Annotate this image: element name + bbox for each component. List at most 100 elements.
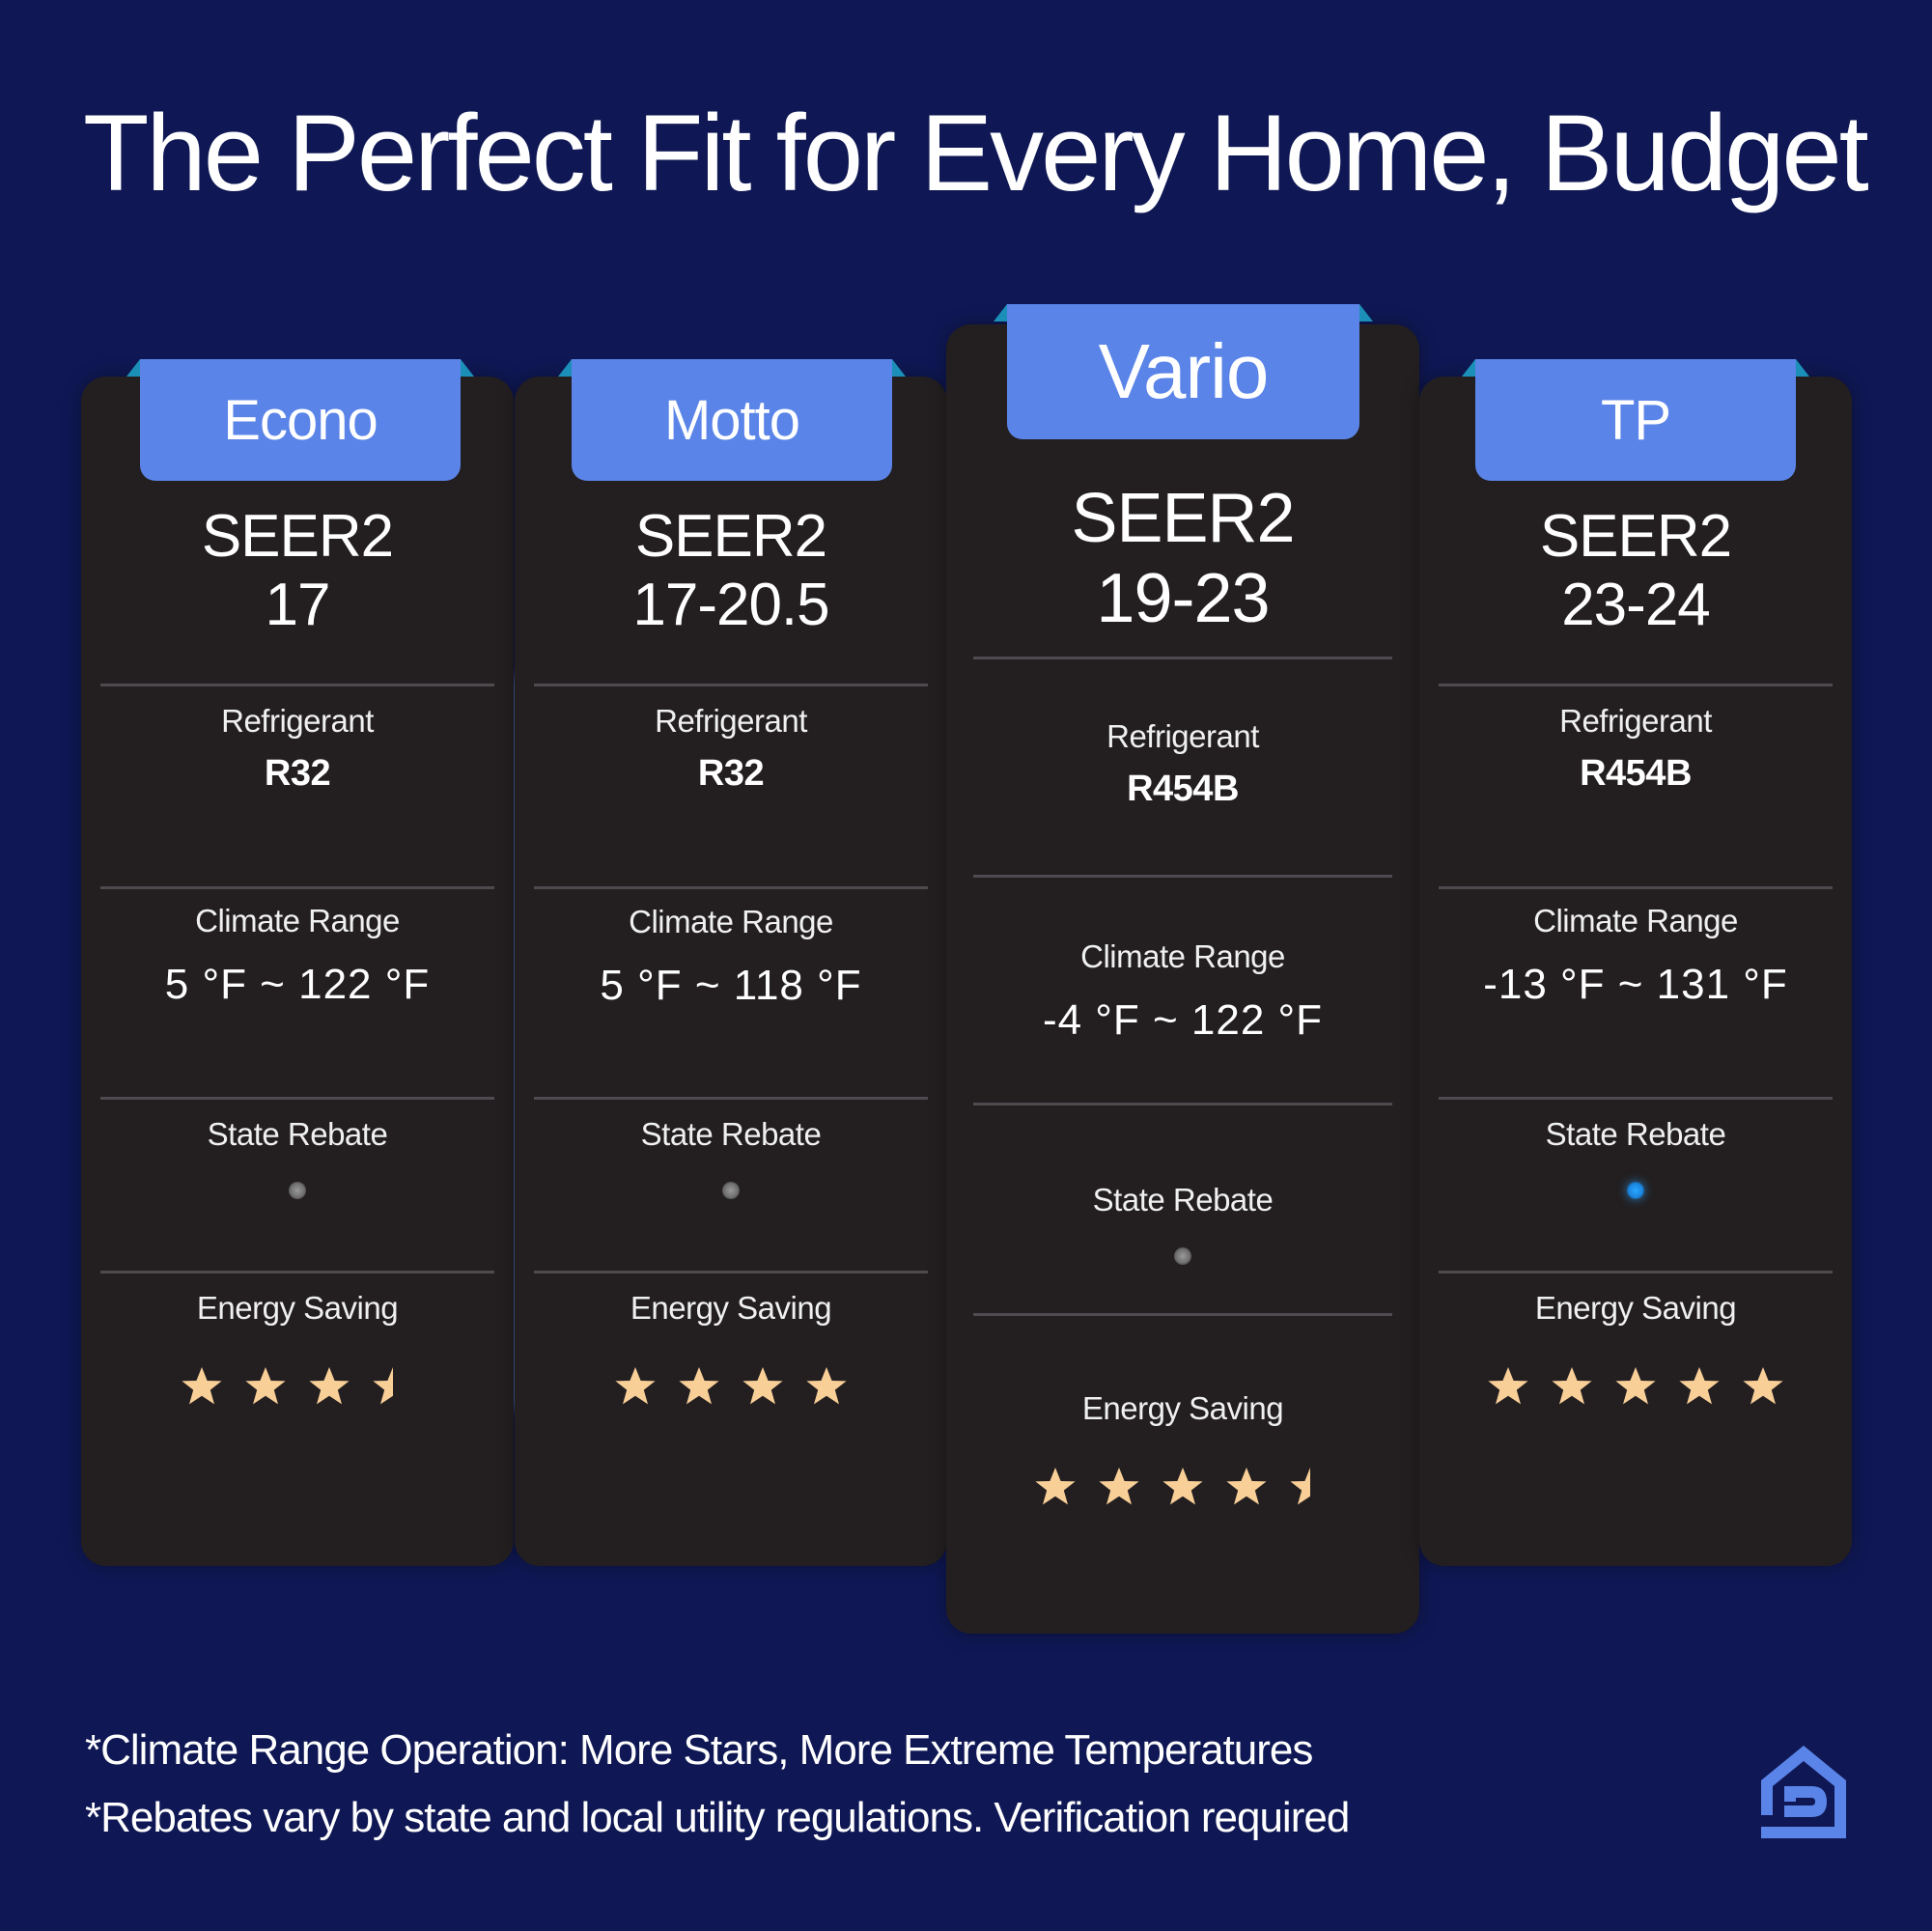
refrigerant-label: Refrigerant (221, 703, 374, 739)
state-rebate-section: State Rebate (515, 1116, 947, 1199)
product-card-econo: Econo SEER2 17 Refrigerant R32 Climate Range 5… (81, 359, 514, 1566)
state-rebate-label: State Rebate (207, 1116, 388, 1152)
state-rebate-label: State Rebate (1545, 1116, 1726, 1152)
seer-value: 17 (265, 572, 331, 639)
section-divider (1439, 1097, 1833, 1100)
star-rating (1419, 1365, 1852, 1408)
climate-range-section: Climate Range -13 °F ~ 131 °F (1419, 903, 1852, 1009)
product-name: TP (1600, 388, 1671, 452)
climate-range-label: Climate Range (195, 903, 400, 938)
section-divider (534, 1271, 928, 1273)
product-name-tab: Vario (1007, 304, 1359, 439)
star-full-icon (679, 1367, 719, 1405)
star-full-icon (1615, 1367, 1656, 1405)
seer-value: 17-20.5 (632, 572, 829, 639)
star-full-icon (742, 1367, 783, 1405)
climate-range-value: -4 °F ~ 122 °F (1042, 996, 1324, 1044)
rebate-available-dot-icon (1627, 1182, 1644, 1199)
star-rating (81, 1365, 514, 1408)
footnote-rebates: *Rebates vary by state and local utility… (85, 1794, 1350, 1841)
section-divider (534, 886, 928, 889)
refrigerant-section: Refrigerant R454B (946, 718, 1419, 810)
climate-range-value: -13 °F ~ 131 °F (1483, 961, 1788, 1008)
seer-rating: SEER2 17-20.5 (515, 502, 947, 640)
refrigerant-value: R454B (1580, 753, 1692, 794)
seer-value: 19-23 (1096, 559, 1270, 637)
rebate-unavailable-dot-icon (722, 1182, 740, 1199)
star-full-icon (806, 1367, 847, 1405)
refrigerant-value: R32 (697, 753, 765, 794)
seer-label: SEER2 (1071, 480, 1295, 557)
star-full-icon (1743, 1367, 1783, 1405)
state-rebate-section: State Rebate (946, 1182, 1419, 1265)
seer-label: SEER2 (201, 503, 394, 570)
energy-saving-label: Energy Saving (630, 1290, 832, 1326)
star-full-icon (182, 1367, 222, 1405)
rebate-unavailable-dot-icon (1174, 1247, 1191, 1265)
climate-range-value: 5 °F ~ 118 °F (600, 962, 862, 1009)
climate-range-label: Climate Range (1080, 938, 1285, 974)
tab-fold (558, 359, 572, 377)
star-full-icon (1162, 1468, 1203, 1505)
star-full-icon (1035, 1468, 1076, 1505)
section-divider (1439, 684, 1833, 686)
star-full-icon (1679, 1367, 1720, 1405)
section-divider (100, 684, 494, 686)
product-card-vario: Vario SEER2 19-23 Refrigerant R454B Climate R… (946, 304, 1419, 1634)
climate-range-value: 5 °F ~ 122 °F (164, 961, 431, 1008)
section-divider (534, 1097, 928, 1100)
tab-fold (126, 359, 140, 377)
refrigerant-value: R454B (1127, 769, 1239, 809)
climate-range-section: Climate Range -4 °F ~ 122 °F (946, 938, 1419, 1045)
product-name: Motto (663, 388, 800, 452)
energy-saving-section: Energy Saving (1419, 1290, 1852, 1408)
star-full-icon (245, 1367, 286, 1405)
star-full-icon (615, 1367, 656, 1405)
seer-rating: SEER2 17 (81, 502, 514, 640)
star-full-icon (1226, 1468, 1267, 1505)
seer-label: SEER2 (1539, 503, 1732, 570)
refrigerant-value: R32 (264, 753, 331, 794)
product-name-tab: TP (1475, 359, 1796, 481)
house-d-logo-icon (1761, 1746, 1846, 1838)
energy-saving-label: Energy Saving (1081, 1390, 1284, 1426)
state-rebate-label: State Rebate (640, 1116, 822, 1152)
seer-rating: SEER2 23-24 (1419, 502, 1852, 640)
rebate-unavailable-dot-icon (289, 1182, 306, 1199)
star-full-icon (1488, 1367, 1528, 1405)
energy-saving-label: Energy Saving (1534, 1290, 1737, 1326)
tab-fold (461, 359, 474, 377)
energy-saving-section: Energy Saving (81, 1290, 514, 1408)
section-divider (1439, 886, 1833, 889)
refrigerant-section: Refrigerant R454B (1419, 703, 1852, 795)
state-rebate-section: State Rebate (1419, 1116, 1852, 1199)
tab-fold (1462, 359, 1475, 377)
star-half-icon (373, 1367, 393, 1405)
climate-range-label: Climate Range (1533, 903, 1738, 938)
refrigerant-section: Refrigerant R32 (515, 703, 947, 795)
product-name-tab: Econo (140, 359, 461, 481)
product-name: Vario (1098, 328, 1270, 414)
star-rating (946, 1466, 1419, 1508)
climate-range-label: Climate Range (629, 904, 833, 939)
section-divider (1439, 1271, 1833, 1273)
tab-fold (1359, 304, 1373, 322)
section-divider (973, 1103, 1392, 1105)
star-half-icon (1290, 1468, 1310, 1505)
section-divider (973, 1313, 1392, 1316)
tab-fold (892, 359, 906, 377)
energy-saving-section: Energy Saving (946, 1390, 1419, 1508)
product-name: Econo (223, 388, 378, 452)
product-name-tab: Motto (572, 359, 892, 481)
refrigerant-label: Refrigerant (1106, 718, 1259, 754)
tab-fold (1796, 359, 1809, 377)
refrigerant-section: Refrigerant R32 (81, 703, 514, 795)
seer-label: SEER2 (634, 503, 827, 570)
star-full-icon (1552, 1367, 1592, 1405)
state-rebate-section: State Rebate (81, 1116, 514, 1199)
product-card-motto: Motto SEER2 17-20.5 Refrigerant R32 Climate R… (515, 359, 947, 1566)
tab-fold (994, 304, 1007, 322)
section-divider (100, 1271, 494, 1273)
section-divider (973, 657, 1392, 659)
section-divider (973, 875, 1392, 878)
